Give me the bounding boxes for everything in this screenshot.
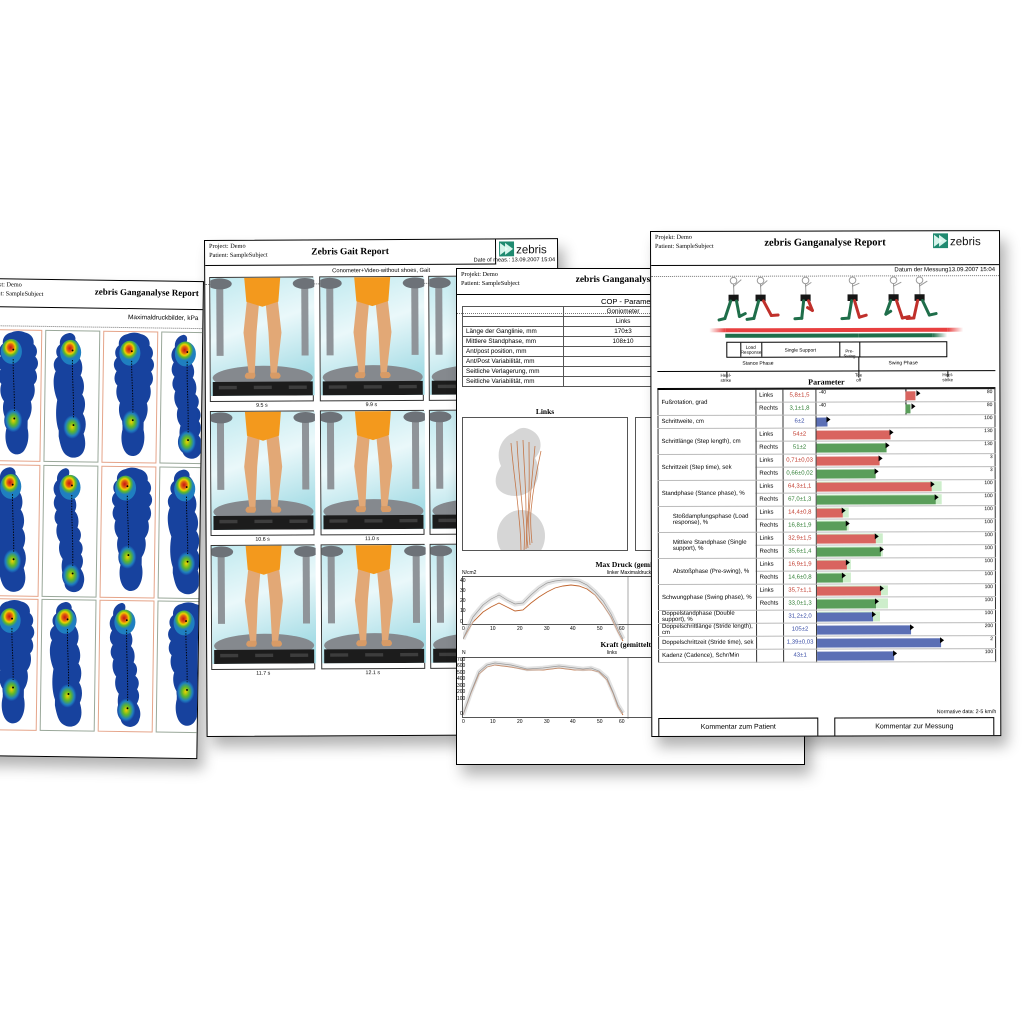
svg-text:zebris: zebris bbox=[950, 236, 981, 248]
svg-text:zebris: zebris bbox=[516, 244, 547, 256]
